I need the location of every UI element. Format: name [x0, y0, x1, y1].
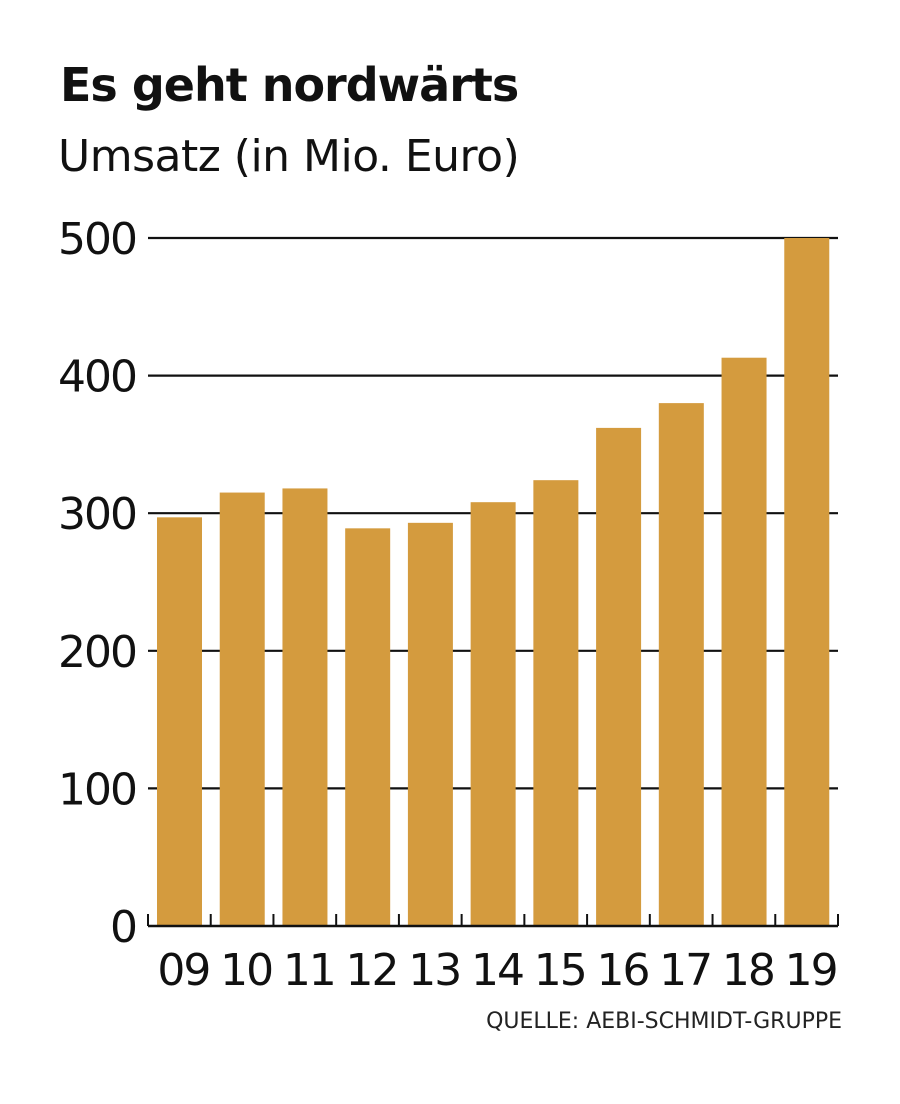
x-axis	[147, 914, 839, 928]
bar-09	[157, 517, 202, 926]
x-tick-label: 17	[659, 945, 711, 996]
y-tick-label: 400	[58, 352, 136, 403]
bar-15	[533, 480, 579, 926]
bar-14	[470, 502, 516, 926]
source-note: QUELLE: AEBI-SCHMIDT-GRUPPE	[486, 1009, 842, 1034]
x-tick-label: 19	[785, 945, 837, 996]
x-tick-label: 12	[346, 945, 398, 996]
bar-10	[219, 492, 265, 926]
y-tick-label: 500	[58, 214, 136, 265]
bar-19	[784, 238, 830, 926]
y-axis-labels: 0 100 200 300 400 500	[58, 214, 138, 953]
x-tick-label: 18	[722, 945, 774, 996]
bar-16	[596, 427, 642, 926]
y-tick-label: 300	[58, 489, 136, 540]
bar-17	[658, 403, 704, 926]
y-tick-label: 0	[110, 902, 136, 953]
bar-18	[721, 357, 767, 926]
bar-13	[407, 522, 453, 926]
bar-11	[282, 488, 328, 926]
x-axis-labels: 09 10 11 12 13 14 15 16 17 18 19	[157, 945, 838, 996]
bar-12	[345, 528, 391, 926]
x-tick-label: 15	[534, 945, 586, 996]
x-tick-label: 11	[283, 945, 335, 996]
x-tick-label: 13	[408, 945, 460, 996]
x-tick-label: 16	[596, 945, 648, 996]
chart-subtitle: Umsatz (in Mio. Euro)	[58, 131, 520, 182]
chart-title: Es geht nordwärts	[60, 58, 519, 112]
x-tick-label: 14	[471, 945, 523, 996]
y-tick-label: 100	[58, 764, 136, 815]
x-tick-label: 10	[220, 945, 272, 996]
bars	[157, 238, 830, 926]
y-tick-label: 200	[58, 627, 136, 678]
x-tick-label: 09	[157, 945, 209, 996]
